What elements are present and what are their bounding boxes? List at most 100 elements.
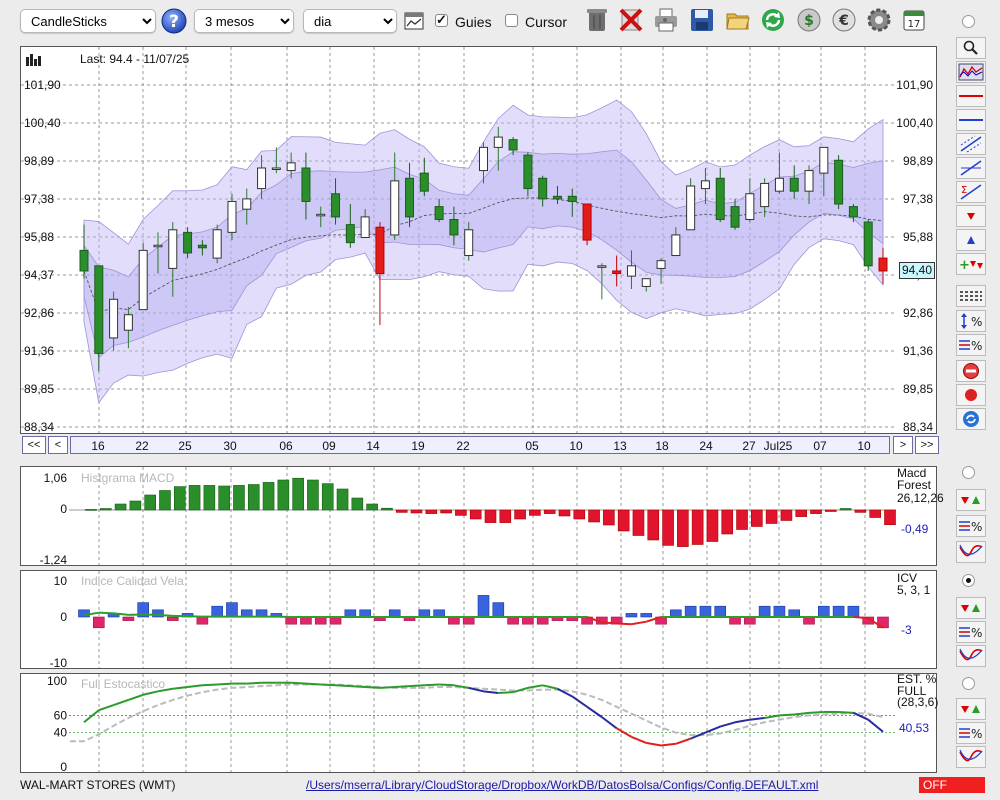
stoch-k-segment [320, 683, 336, 687]
macd-lines-percent-icon[interactable]: % [956, 515, 986, 537]
date-axis-scrollbar[interactable]: 16 22 25 30 06 09 14 19 22 05 10 13 18 24 27 Jul25 07 10 [70, 436, 890, 454]
icv-panel[interactable]: Indice Calidad Vela 10 0 -10 [20, 570, 937, 669]
macd-panel[interactable]: Histgrama MACD 1,06 0 -1,24 [20, 466, 937, 566]
icv-bar [92, 616, 105, 629]
trendline-tool-icon[interactable] [956, 157, 986, 179]
cursor-label: Cursor [525, 14, 568, 30]
date-tick-label: 09 [322, 439, 336, 453]
stoch-panel-radio[interactable] [962, 677, 975, 690]
horizontal-line-red-icon[interactable] [956, 85, 986, 107]
stoch-signal-arrows-icon[interactable] [956, 698, 986, 720]
macd-signal-arrows-icon[interactable] [956, 489, 986, 511]
scale-percent-icon[interactable]: % [956, 310, 986, 332]
save-icon[interactable] [688, 6, 716, 34]
main-chart-radio[interactable] [962, 15, 975, 28]
candle-body [94, 265, 104, 354]
calendar-icon[interactable]: 17 [900, 6, 928, 34]
lines-percent-icon[interactable]: % [956, 334, 986, 356]
icv-bar [818, 605, 830, 618]
guides-checkbox[interactable] [435, 12, 448, 28]
macd-bar [558, 509, 571, 517]
no-entry-icon[interactable] [956, 360, 986, 382]
chart-window-icon[interactable] [404, 12, 424, 30]
last-page-button[interactable]: >> [915, 436, 939, 454]
icv-bar [226, 602, 238, 618]
arrow-up-blue-icon[interactable] [956, 229, 986, 251]
grid-lines-icon[interactable] [956, 285, 986, 307]
stoch-title: Full Estocastico [81, 677, 165, 691]
candle-body [523, 154, 533, 190]
fibonacci-tool-icon[interactable]: Σ [956, 181, 986, 203]
icv-panel-radio[interactable] [962, 574, 975, 587]
print-icon[interactable] [652, 6, 680, 34]
date-tick-label: 16 [91, 439, 105, 453]
period-select[interactable]: 3 mesos [194, 9, 294, 33]
icv-bar [300, 616, 312, 625]
arrow-down-red-icon[interactable] [956, 205, 986, 227]
outer-band [83, 99, 884, 404]
euro-icon[interactable]: € [830, 6, 858, 34]
icv-line-segment [631, 620, 647, 626]
candle-body [508, 139, 518, 151]
cursor-checkbox[interactable] [505, 14, 518, 27]
zoom-icon[interactable] [956, 37, 986, 59]
macd-panel-radio[interactable] [962, 466, 975, 479]
macd-bar [721, 509, 734, 535]
open-folder-icon[interactable] [724, 6, 752, 34]
macd-bar [854, 509, 867, 513]
interval-select[interactable]: dia [303, 9, 397, 33]
next-page-button[interactable]: > [893, 436, 913, 454]
record-icon[interactable] [956, 384, 986, 406]
icv-curve-icon[interactable] [956, 645, 986, 667]
stoch-k-segment [749, 716, 765, 721]
candle-body [700, 180, 710, 190]
cycle-icon[interactable] [956, 408, 986, 430]
stochastic-panel[interactable]: Full Estocastico 100 60 40 0 [20, 673, 937, 773]
candle-body [301, 167, 311, 202]
icv-bar [625, 613, 638, 618]
prev-page-button[interactable]: < [48, 436, 68, 454]
indicator-overlay-icon[interactable] [956, 61, 986, 83]
price-chart-svg[interactable]: 101,90 101,90 100,40 100,40 98,89 98,89 97,38 9… [21, 47, 936, 433]
settings-gear-icon[interactable] [865, 6, 893, 34]
refresh-icon[interactable] [759, 6, 787, 34]
stoch-k-segment [838, 710, 854, 714]
macd-curve-icon[interactable] [956, 541, 986, 563]
help-icon[interactable]: ? [161, 8, 187, 34]
date-tick-label: 10 [857, 439, 871, 453]
icv-signal-arrows-icon[interactable] [956, 597, 986, 619]
date-tick-label: 14 [366, 439, 380, 453]
add-marker-icon[interactable]: + [956, 253, 986, 275]
icv-lines-percent-icon[interactable]: % [956, 621, 986, 643]
horizontal-line-blue-icon[interactable] [956, 109, 986, 131]
candle-body [479, 146, 488, 172]
stoch-lines-percent-icon[interactable]: % [956, 722, 986, 744]
price-chart-panel[interactable]: 101,90 101,90 100,40 100,40 98,89 98,89 97,38 9… [20, 46, 937, 434]
delete-icon[interactable] [617, 6, 645, 34]
chart-type-select[interactable]: CandleSticks [20, 9, 156, 33]
stoch-k-segment [779, 713, 795, 717]
channel-tool-icon[interactable] [956, 133, 986, 155]
macd-bar [173, 486, 186, 511]
security-name: WAL-MART STORES (WMT) [20, 778, 176, 792]
stoch-tick: 0 [60, 760, 67, 772]
macd-name: Macd Forest [897, 466, 932, 492]
candle-body [671, 234, 681, 257]
stoch-k-segment [187, 684, 203, 689]
trash-icon[interactable] [583, 6, 611, 34]
dollar-sync-icon[interactable]: $ [795, 6, 823, 34]
icv-bar [536, 616, 549, 625]
icv-bar [492, 602, 505, 618]
date-tick-label: 22 [135, 439, 149, 453]
icv-bar [388, 609, 401, 618]
macd-svg: Histgrama MACD 1,06 0 -1,24 [40, 467, 896, 565]
stoch-k-segment [586, 705, 603, 718]
live-status-badge[interactable]: OFF [919, 777, 985, 793]
config-path-link[interactable]: /Users/mserra/Library/CloudStorage/Dropb… [306, 778, 819, 792]
stoch-curve-icon[interactable] [956, 746, 986, 768]
macd-bar [617, 509, 630, 532]
stoch-k-segment [172, 686, 188, 690]
candle-body [493, 136, 503, 148]
stoch-k-segment [571, 695, 588, 708]
first-page-button[interactable]: << [22, 436, 46, 454]
